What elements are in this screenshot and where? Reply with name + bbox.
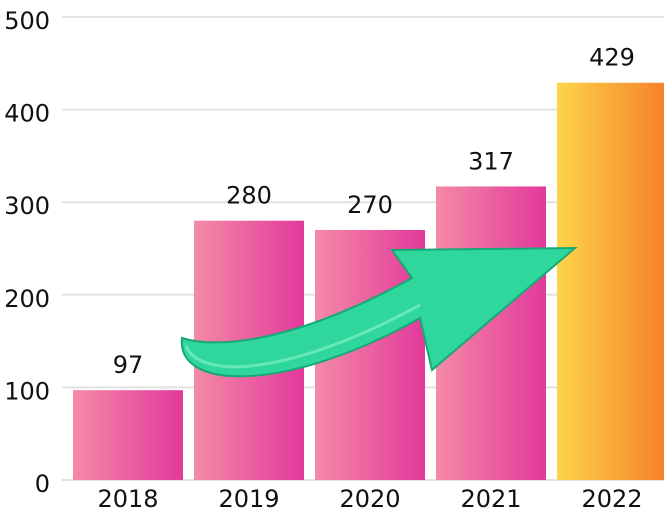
y-tick-label: 300 <box>4 192 50 220</box>
y-tick-label: 0 <box>35 470 50 498</box>
data-label: 280 <box>226 182 272 210</box>
page: 0 100 200 300 400 500 2018 97 2019 280 2020 270 2021… <box>0 0 664 512</box>
x-tick-label: 2022 <box>581 485 642 512</box>
x-tick-label: 2021 <box>460 485 521 512</box>
y-tick-label: 400 <box>4 100 50 128</box>
data-label: 429 <box>589 44 635 72</box>
data-label: 270 <box>347 191 393 219</box>
data-label: 97 <box>113 351 144 379</box>
y-tick-label: 200 <box>4 285 50 313</box>
chart: 0 100 200 300 400 500 2018 97 2019 280 2020 270 2021… <box>0 0 664 512</box>
y-tick-label: 100 <box>4 377 50 405</box>
data-label: 317 <box>468 147 514 175</box>
x-tick-label: 2019 <box>218 485 279 512</box>
plot-layer: 0 100 200 300 400 500 2018 97 2019 280 2020 270 2021… <box>4 7 664 512</box>
bar <box>73 390 183 480</box>
x-tick-label: 2018 <box>97 485 158 512</box>
x-tick-label: 2020 <box>339 485 400 512</box>
y-tick-label: 500 <box>4 7 50 35</box>
bar <box>557 83 664 480</box>
